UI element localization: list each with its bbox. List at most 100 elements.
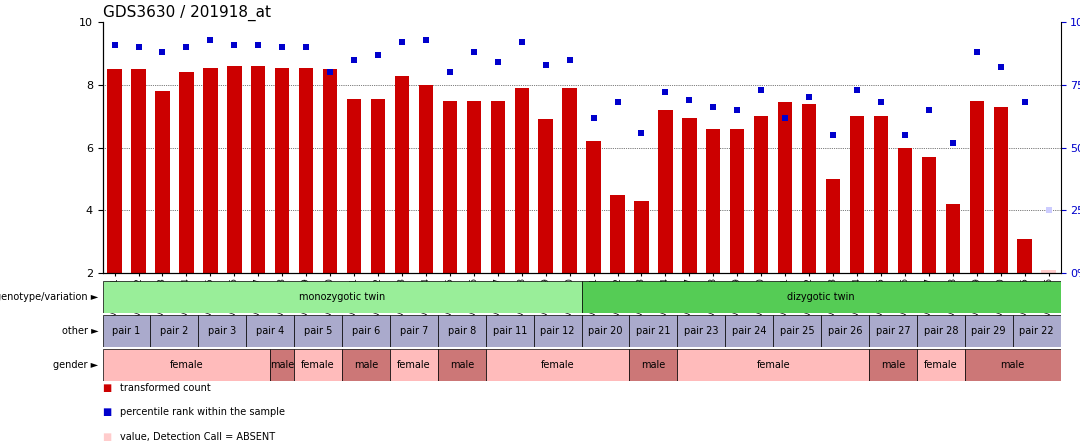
Bar xyxy=(443,101,457,273)
Bar xyxy=(658,110,673,273)
Text: pair 25: pair 25 xyxy=(780,326,814,336)
Bar xyxy=(270,349,294,381)
Bar xyxy=(227,66,242,273)
Bar xyxy=(246,315,294,347)
Text: female: female xyxy=(756,360,789,369)
Text: pair 11: pair 11 xyxy=(492,326,527,336)
Bar xyxy=(437,315,486,347)
Text: other ►: other ► xyxy=(62,326,98,336)
Bar xyxy=(275,67,289,273)
Bar xyxy=(251,66,266,273)
Text: pair 6: pair 6 xyxy=(352,326,380,336)
Bar xyxy=(683,118,697,273)
Bar xyxy=(850,116,864,273)
Bar xyxy=(917,315,964,347)
Text: pair 8: pair 8 xyxy=(448,326,476,336)
Bar xyxy=(921,157,936,273)
Bar xyxy=(897,148,913,273)
Bar xyxy=(342,315,390,347)
Text: male: male xyxy=(1000,360,1025,369)
Bar xyxy=(994,107,1008,273)
Bar xyxy=(778,102,793,273)
Bar xyxy=(634,201,649,273)
Bar xyxy=(970,101,984,273)
Bar xyxy=(390,349,437,381)
Bar xyxy=(390,315,437,347)
Text: gender ►: gender ► xyxy=(53,360,98,369)
Text: ■: ■ xyxy=(103,432,112,442)
Text: transformed count: transformed count xyxy=(120,383,211,393)
Bar xyxy=(610,194,624,273)
Bar xyxy=(581,315,630,347)
Text: male: male xyxy=(881,360,905,369)
Text: ■: ■ xyxy=(103,407,112,417)
Bar xyxy=(826,179,840,273)
Bar xyxy=(586,141,600,273)
Bar xyxy=(156,91,170,273)
Bar xyxy=(1017,238,1031,273)
Text: male: male xyxy=(354,360,378,369)
Text: GDS3630 / 201918_at: GDS3630 / 201918_at xyxy=(103,4,271,21)
Text: female: female xyxy=(924,360,958,369)
Text: pair 7: pair 7 xyxy=(400,326,428,336)
Text: pair 4: pair 4 xyxy=(256,326,284,336)
Bar xyxy=(467,101,481,273)
Bar xyxy=(294,349,342,381)
Bar xyxy=(539,119,553,273)
Bar xyxy=(869,315,917,347)
Bar xyxy=(199,315,246,347)
Bar xyxy=(677,315,726,347)
Bar xyxy=(103,281,581,313)
Bar xyxy=(964,349,1061,381)
Bar xyxy=(726,315,773,347)
Bar xyxy=(514,88,529,273)
Text: pair 12: pair 12 xyxy=(540,326,575,336)
Bar xyxy=(869,349,917,381)
Text: pair 22: pair 22 xyxy=(1020,326,1054,336)
Bar xyxy=(323,69,337,273)
Bar xyxy=(730,129,744,273)
Bar xyxy=(964,315,1013,347)
Text: pair 29: pair 29 xyxy=(972,326,1005,336)
Text: female: female xyxy=(541,360,575,369)
Bar xyxy=(630,315,677,347)
Text: pair 24: pair 24 xyxy=(732,326,767,336)
Bar xyxy=(874,116,888,273)
Bar xyxy=(773,315,821,347)
Bar xyxy=(132,69,146,273)
Bar xyxy=(395,75,409,273)
Bar xyxy=(437,349,486,381)
Bar xyxy=(203,67,217,273)
Bar xyxy=(486,315,534,347)
Text: percentile rank within the sample: percentile rank within the sample xyxy=(120,407,285,417)
Bar xyxy=(802,104,816,273)
Text: male: male xyxy=(449,360,474,369)
Bar xyxy=(821,315,869,347)
Bar xyxy=(342,349,390,381)
Bar xyxy=(1041,270,1056,273)
Bar xyxy=(917,349,964,381)
Bar xyxy=(103,349,270,381)
Text: pair 28: pair 28 xyxy=(923,326,958,336)
Text: pair 1: pair 1 xyxy=(112,326,140,336)
Text: pair 27: pair 27 xyxy=(876,326,910,336)
Text: male: male xyxy=(270,360,295,369)
Text: genotype/variation ►: genotype/variation ► xyxy=(0,292,98,302)
Bar xyxy=(630,349,677,381)
Text: pair 2: pair 2 xyxy=(160,326,189,336)
Text: dizygotic twin: dizygotic twin xyxy=(787,292,855,302)
Text: pair 5: pair 5 xyxy=(303,326,333,336)
Bar xyxy=(179,72,193,273)
Bar xyxy=(581,281,1061,313)
Text: pair 23: pair 23 xyxy=(684,326,718,336)
Bar xyxy=(107,69,122,273)
Bar xyxy=(1013,315,1061,347)
Text: female: female xyxy=(170,360,203,369)
Bar xyxy=(946,204,960,273)
Bar xyxy=(150,315,199,347)
Text: pair 26: pair 26 xyxy=(827,326,862,336)
Bar xyxy=(370,99,386,273)
Bar xyxy=(534,315,582,347)
Bar xyxy=(563,88,577,273)
Text: pair 20: pair 20 xyxy=(589,326,623,336)
